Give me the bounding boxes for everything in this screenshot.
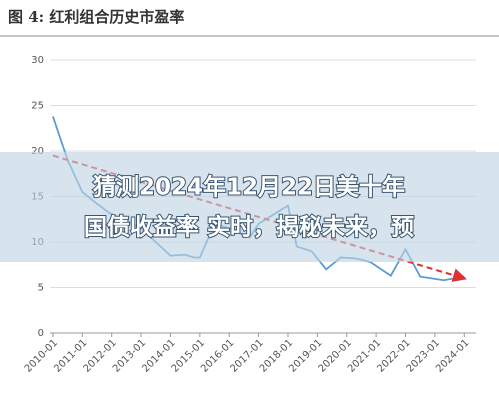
overlay-text: 国债收益率 实时，揭秘未来，预 — [84, 214, 414, 241]
y-tick-label: 20 — [31, 146, 44, 157]
y-tick-label: 25 — [31, 101, 44, 112]
y-tick-label: 0 — [38, 328, 44, 339]
overlay-text: 猜测2024年12月22日美十年 — [92, 174, 405, 201]
overlay-band — [0, 152, 499, 262]
chart-title: 图 4: 红利组合历史市盈率 — [8, 8, 184, 26]
y-tick-label: 5 — [38, 283, 44, 294]
y-tick-label: 30 — [31, 55, 44, 66]
